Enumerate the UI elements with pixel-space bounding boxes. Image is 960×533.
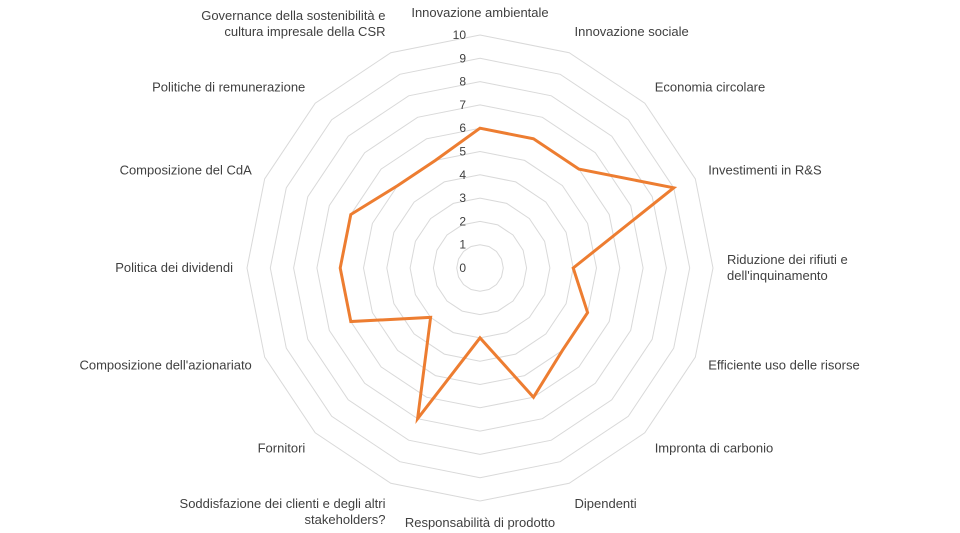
- tick-label: 7: [459, 98, 466, 112]
- category-label: Politiche di remunerazione: [152, 80, 305, 95]
- tick-label: 1: [459, 238, 466, 252]
- grid-ring-8: [293, 81, 667, 455]
- grid-ring-6: [339, 127, 621, 409]
- tick-label: 6: [459, 121, 466, 135]
- series-line-0: [338, 126, 678, 424]
- category-label: Governance della sostenibilità e cultura …: [201, 8, 385, 39]
- tick-label: 0: [459, 261, 466, 275]
- grid-ring-2: [432, 220, 528, 316]
- grid-ring-4: [386, 174, 574, 362]
- category-label: Investimenti in R&S: [708, 162, 822, 177]
- tick-label: 8: [459, 75, 466, 89]
- radar-grid: [246, 34, 714, 502]
- tick-label: 5: [459, 145, 466, 159]
- tick-label: 10: [453, 28, 467, 42]
- grid-ring-9: [269, 57, 691, 479]
- category-label: Economia circolare: [655, 80, 766, 95]
- category-label: Soddisfazione dei clienti e degli altri s…: [180, 496, 386, 527]
- series-layer: [338, 126, 678, 424]
- radial-axis-ticks: 0 1 2 3 4 5 6 7 8 9 10: [453, 28, 467, 275]
- grid-ring-5: [362, 150, 598, 386]
- category-label: Responsabilità di prodotto: [405, 515, 555, 530]
- tick-label: 3: [459, 191, 466, 205]
- grid-ring-7: [316, 104, 644, 432]
- grid-ring-1: [456, 244, 504, 292]
- category-labels: Innovazione ambientale Innovazione social…: [79, 5, 859, 530]
- category-label: Dipendenti: [575, 496, 637, 511]
- tick-label: 2: [459, 214, 466, 228]
- category-label: Composizione del CdA: [120, 162, 253, 177]
- category-label: Impronta di carbonio: [655, 440, 774, 455]
- category-label: Riduzione dei rifiuti e dell'inquinamento: [727, 252, 848, 283]
- grid-ring-10: [246, 34, 714, 502]
- category-label: Innovazione ambientale: [411, 5, 548, 20]
- category-label: Innovazione sociale: [575, 24, 689, 39]
- tick-label: 4: [459, 168, 466, 182]
- tick-label: 9: [459, 51, 466, 65]
- category-label: Fornitori: [258, 440, 306, 455]
- category-label: Politica dei dividendi: [115, 260, 233, 275]
- category-label: Composizione dell'azionariato: [79, 358, 251, 373]
- category-label: Efficiente uso delle risorse: [708, 358, 860, 373]
